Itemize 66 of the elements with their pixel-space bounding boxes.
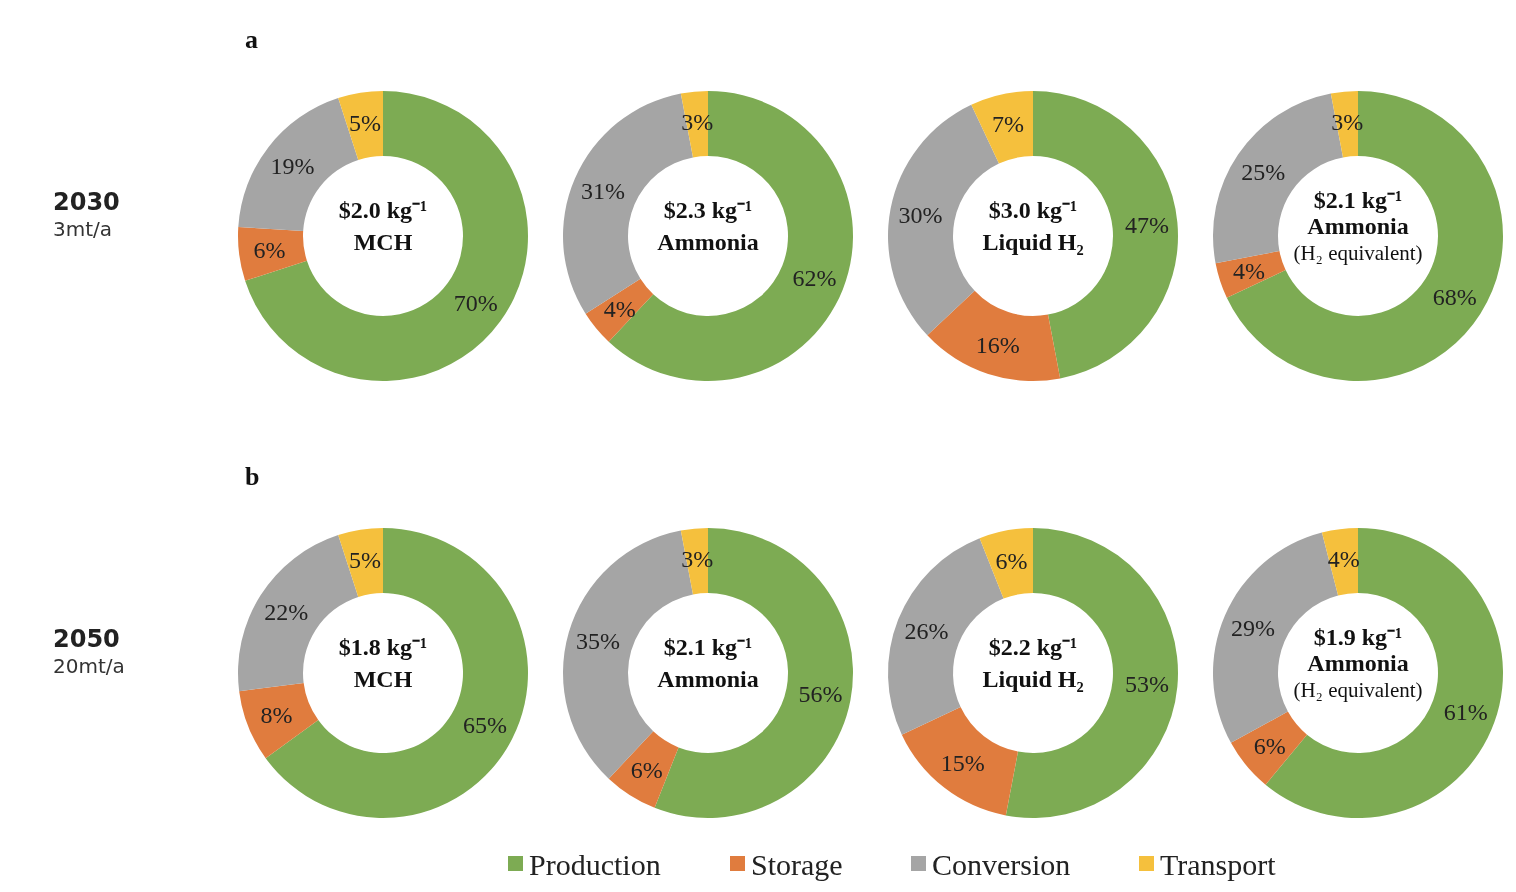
data-label: 6% bbox=[995, 547, 1028, 574]
donut-slice bbox=[238, 226, 307, 281]
data-label: 29% bbox=[1230, 614, 1275, 641]
text: Liquid H₂ bbox=[982, 229, 1084, 255]
data-label: 6% bbox=[253, 237, 286, 264]
data-label: 53% bbox=[1124, 670, 1169, 697]
text: Ammonia (H₂ equivalent) bbox=[1293, 650, 1423, 702]
data-label: 30% bbox=[898, 201, 943, 228]
donut-slice bbox=[1226, 91, 1503, 381]
data-label: 8% bbox=[260, 702, 293, 729]
legend-label: Transport bbox=[1160, 847, 1277, 881]
donut-slice bbox=[239, 683, 319, 759]
text: MCH bbox=[353, 666, 413, 692]
data-label: 22% bbox=[264, 598, 309, 625]
text: $2.3 kg⁻¹ bbox=[663, 197, 753, 223]
data-label: 19% bbox=[270, 152, 315, 179]
data-label: 16% bbox=[975, 331, 1020, 358]
data-label: 4% bbox=[603, 295, 636, 322]
text: Ammonia (H₂ equivalent) bbox=[1293, 213, 1423, 265]
text: $2.1 kg⁻¹ bbox=[1313, 187, 1403, 213]
donut-slice bbox=[979, 528, 1033, 599]
text: 2050 bbox=[53, 625, 120, 653]
donut-slice bbox=[245, 91, 528, 381]
donut-slice bbox=[1230, 711, 1308, 785]
data-label: 6% bbox=[1253, 732, 1286, 759]
text: $3.0 kg⁻¹ bbox=[988, 197, 1078, 223]
text: Ammonia bbox=[657, 229, 759, 255]
text: $2.1 kg⁻¹ bbox=[663, 634, 753, 660]
legend-label: Storage bbox=[751, 847, 843, 881]
text: b bbox=[245, 462, 260, 491]
text: Liquid H₂ bbox=[982, 666, 1084, 692]
donut-slice bbox=[927, 290, 1061, 381]
data-label: 56% bbox=[798, 681, 843, 708]
data-label: 5% bbox=[349, 546, 382, 573]
legend-label: Conversion bbox=[932, 847, 1071, 881]
text: $2.2 kg⁻¹ bbox=[988, 634, 1078, 660]
data-label: 70% bbox=[453, 290, 498, 317]
data-label: 62% bbox=[792, 265, 837, 292]
data-label: 6% bbox=[630, 756, 663, 783]
data-label: 31% bbox=[580, 177, 625, 204]
donut-slice bbox=[971, 91, 1033, 164]
data-label: 35% bbox=[576, 628, 621, 655]
data-label: 25% bbox=[1241, 158, 1286, 185]
data-label: 68% bbox=[1432, 284, 1477, 311]
donut-slice bbox=[901, 707, 1019, 816]
data-label: 61% bbox=[1443, 698, 1488, 725]
donut-slice bbox=[338, 528, 383, 597]
donut-slice bbox=[608, 731, 679, 808]
text: a bbox=[245, 25, 258, 54]
text: $2.0 kg⁻¹ bbox=[338, 197, 428, 223]
data-label: 65% bbox=[463, 711, 508, 738]
donut-slice bbox=[338, 91, 383, 160]
data-label: 15% bbox=[940, 750, 985, 777]
data-label: 7% bbox=[992, 111, 1025, 138]
text: 20mt/a bbox=[53, 654, 125, 678]
data-label: 4% bbox=[1233, 258, 1266, 285]
text: $1.9 kg⁻¹ bbox=[1313, 624, 1403, 650]
text: 2030 bbox=[53, 188, 120, 216]
text: Ammonia bbox=[657, 666, 759, 692]
data-label: 5% bbox=[349, 109, 382, 136]
text: 3mt/a bbox=[53, 217, 113, 241]
data-label: 47% bbox=[1124, 212, 1169, 239]
text: MCH bbox=[353, 229, 413, 255]
text: $1.8 kg⁻¹ bbox=[338, 634, 428, 660]
legend-label: Production bbox=[529, 847, 661, 881]
data-label: 26% bbox=[904, 617, 949, 644]
